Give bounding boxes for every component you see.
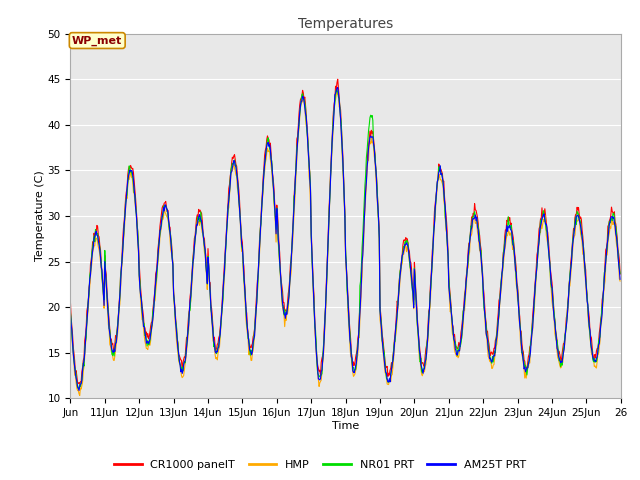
HMP bbox=[132, 205, 140, 211]
HMP bbox=[67, 316, 74, 322]
CR1000 panelT bbox=[76, 381, 84, 387]
CR1000 panelT bbox=[67, 299, 74, 304]
NR01 PRT bbox=[233, 170, 241, 176]
NR01 PRT bbox=[281, 307, 289, 312]
NR01 PRT bbox=[67, 309, 74, 315]
NR01 PRT bbox=[403, 239, 411, 244]
NR01 PRT bbox=[132, 202, 140, 207]
CR1000 panelT bbox=[334, 76, 342, 82]
NR01 PRT bbox=[260, 170, 268, 176]
AM25T PRT bbox=[403, 241, 411, 247]
NR01 PRT bbox=[616, 271, 624, 276]
AM25T PRT bbox=[434, 176, 442, 182]
AM25T PRT bbox=[260, 170, 268, 176]
AM25T PRT bbox=[334, 84, 342, 90]
CR1000 panelT bbox=[281, 309, 289, 314]
Line: CR1000 panelT: CR1000 panelT bbox=[70, 79, 620, 384]
HMP bbox=[333, 86, 341, 92]
Text: WP_met: WP_met bbox=[72, 36, 122, 46]
CR1000 panelT bbox=[233, 163, 241, 169]
Line: AM25T PRT: AM25T PRT bbox=[70, 87, 620, 391]
NR01 PRT bbox=[74, 386, 82, 392]
HMP bbox=[616, 278, 624, 284]
HMP bbox=[403, 243, 411, 249]
HMP bbox=[260, 173, 268, 179]
HMP bbox=[76, 393, 84, 398]
AM25T PRT bbox=[616, 276, 624, 282]
NR01 PRT bbox=[332, 87, 340, 93]
NR01 PRT bbox=[434, 176, 442, 181]
X-axis label: Time: Time bbox=[332, 421, 359, 431]
CR1000 panelT bbox=[260, 166, 268, 171]
HMP bbox=[233, 173, 241, 179]
Line: HMP: HMP bbox=[70, 89, 620, 396]
AM25T PRT bbox=[67, 311, 74, 316]
CR1000 panelT bbox=[132, 196, 140, 202]
Y-axis label: Temperature (C): Temperature (C) bbox=[35, 170, 45, 262]
Legend: CR1000 panelT, HMP, NR01 PRT, AM25T PRT: CR1000 panelT, HMP, NR01 PRT, AM25T PRT bbox=[109, 456, 531, 474]
CR1000 panelT bbox=[403, 236, 411, 241]
AM25T PRT bbox=[132, 205, 140, 211]
CR1000 panelT bbox=[434, 175, 442, 180]
HMP bbox=[434, 177, 442, 182]
AM25T PRT bbox=[281, 312, 289, 317]
AM25T PRT bbox=[233, 170, 241, 176]
CR1000 panelT bbox=[616, 271, 624, 277]
HMP bbox=[281, 324, 289, 329]
Line: NR01 PRT: NR01 PRT bbox=[70, 90, 620, 389]
AM25T PRT bbox=[75, 388, 83, 394]
Title: Temperatures: Temperatures bbox=[298, 17, 393, 31]
